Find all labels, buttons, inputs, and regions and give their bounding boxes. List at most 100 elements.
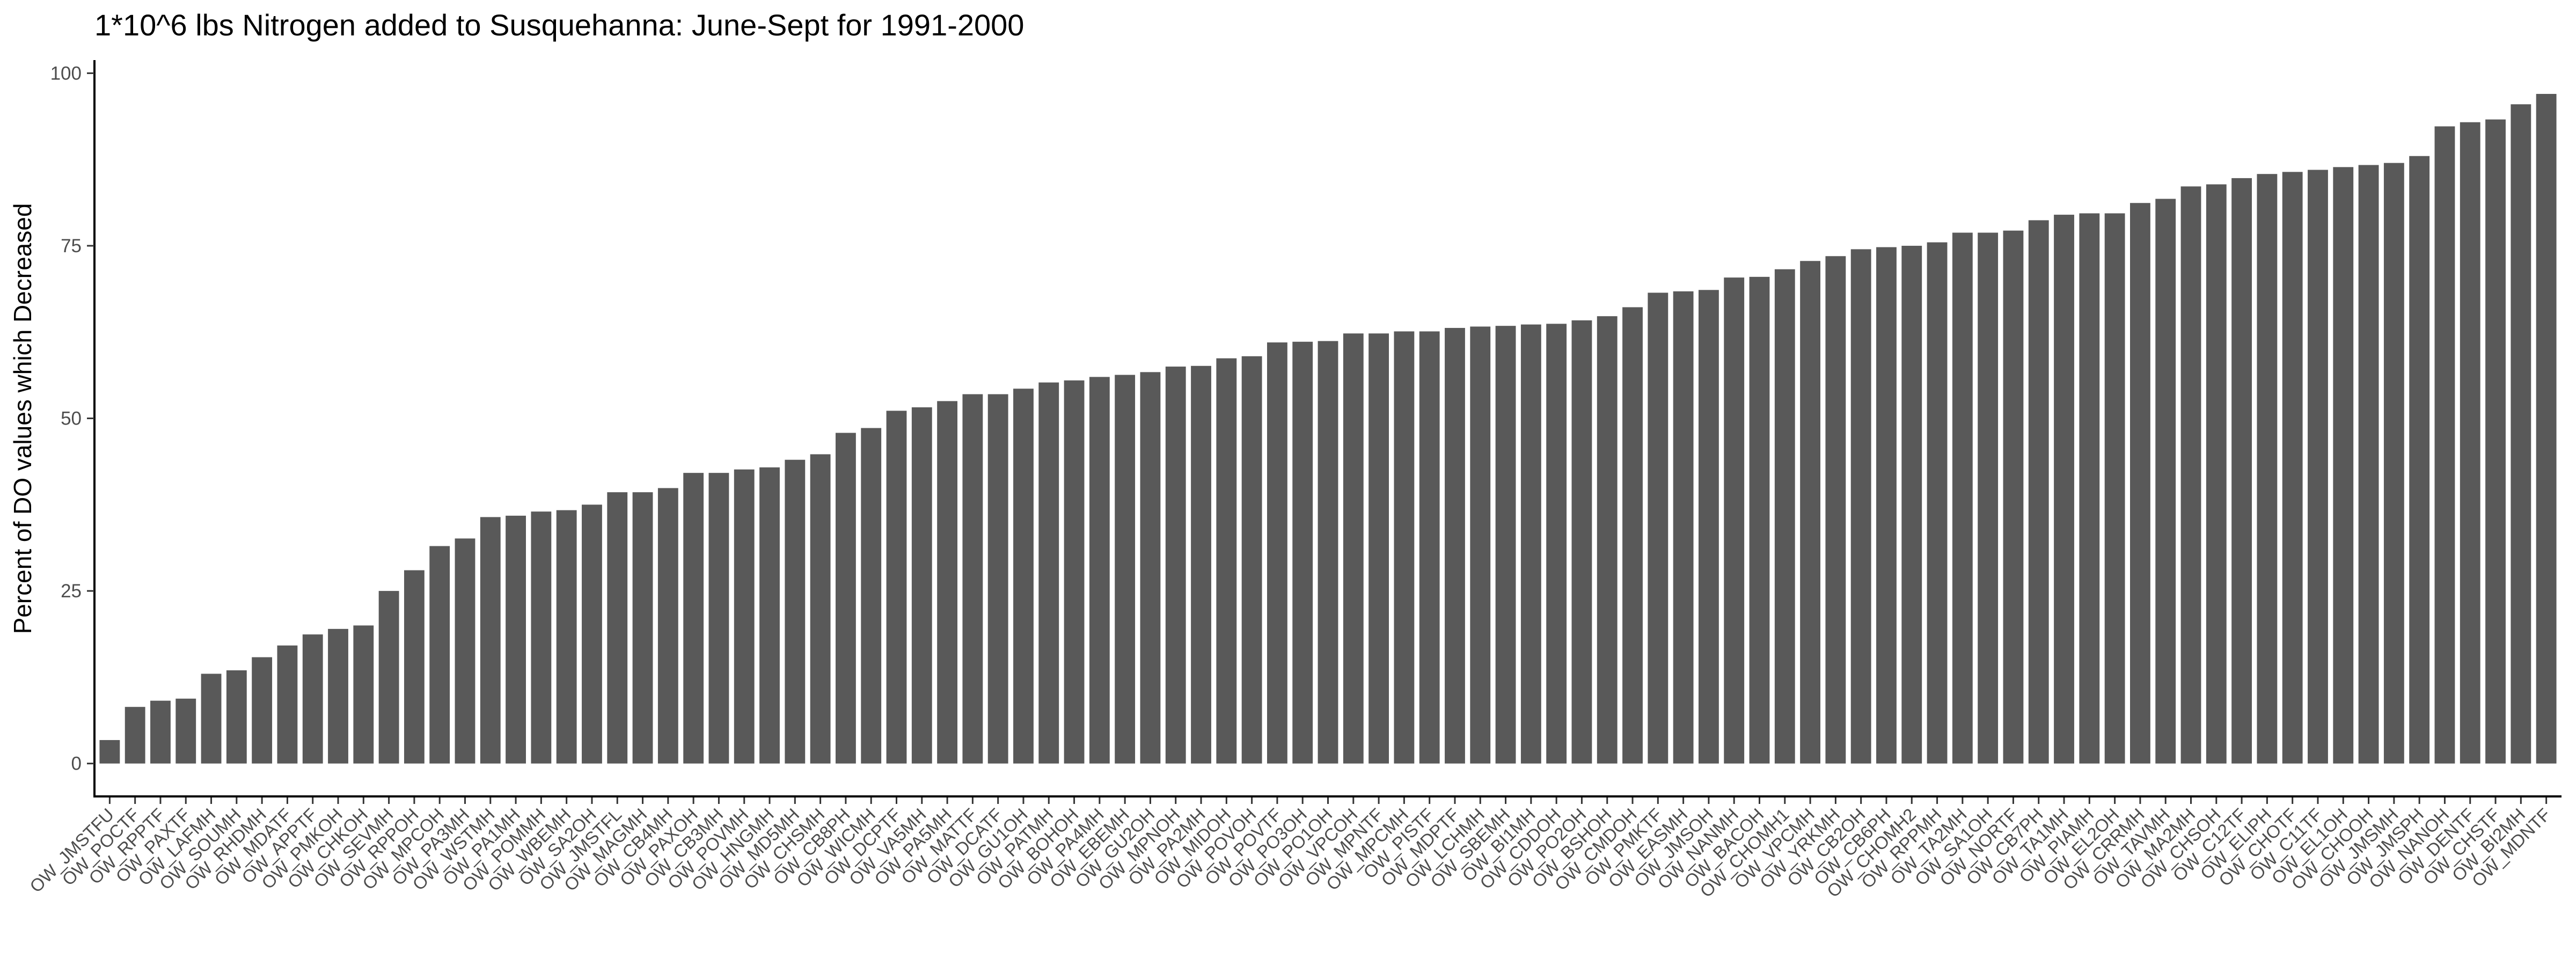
bar-OW_RPPOH xyxy=(404,570,425,764)
bar-OW_POVMH xyxy=(734,469,755,764)
x-axis: OW_JMSTFUOW_POCTFOW_RPPTFOW_PAXTFOW_LAFM… xyxy=(26,795,2562,901)
bar-OW_CHSMH xyxy=(810,454,831,764)
bar-OW_VA5MH xyxy=(911,407,932,764)
y-tick-label: 100 xyxy=(50,63,82,84)
bar-OW_CRRMH xyxy=(2129,203,2150,764)
bar-OW_MDNTF xyxy=(2536,93,2557,764)
bar-OW_PA1MH xyxy=(506,515,526,764)
bar-OW_PMKOH xyxy=(328,628,348,764)
bar-OW_GU1OH xyxy=(1013,389,1034,764)
bar-OW_EL2OH xyxy=(2104,213,2125,764)
bar-OW_CHSOH xyxy=(2206,184,2227,764)
bar-OW_BSHOH xyxy=(1597,316,1618,764)
bar-OW_POVTF xyxy=(1267,342,1287,764)
bar-OW_PA3MH xyxy=(455,538,475,764)
bar-OW_PO3OH xyxy=(1292,341,1313,764)
bar-OW_PA2MH xyxy=(1191,365,1211,764)
bar-OW_BACOH xyxy=(1749,276,1770,764)
bar-OW_MPCMH xyxy=(1394,331,1415,764)
bar-OW_CB7PH xyxy=(2028,220,2049,764)
bar-OW_TA2MH xyxy=(1952,232,1973,764)
bar-OW_JMSPH xyxy=(2409,156,2430,764)
bar-OW_PATMH xyxy=(1038,382,1059,764)
bar-OW_EBEMH xyxy=(1115,375,1136,764)
bar-OW_C11TF xyxy=(2308,170,2328,764)
bar-OW_POVOH xyxy=(1241,356,1262,764)
bar-OW_WICMH xyxy=(861,428,882,764)
bar-OW_DCATF xyxy=(987,394,1008,764)
bar-OW_CHOMH1 xyxy=(1774,269,1795,764)
bar-OW_CB8PH xyxy=(835,433,856,764)
bar-OW_CHOTF xyxy=(2282,172,2303,764)
bar-OW_MA2MH xyxy=(2180,186,2201,764)
bar-OW_POCTF xyxy=(125,707,145,764)
bar-OW_PO1OH xyxy=(1318,341,1338,764)
bar-OW_MDPTF xyxy=(1445,328,1465,764)
y-axis: 0 25 50 75 100 xyxy=(50,60,96,797)
bar-OW_APPTF xyxy=(302,634,323,764)
bar-OW_PO2OH xyxy=(1571,320,1592,764)
bar-OW_EASMH xyxy=(1673,291,1694,764)
bar-OW_MAGMH xyxy=(632,492,653,764)
bar-OW_CHKOH xyxy=(353,625,374,764)
y-axis-title: Percent of DO values which Decreased xyxy=(9,203,36,634)
y-tick-label: 50 xyxy=(61,408,82,429)
chart-title: 1*10^6 lbs Nitrogen added to Susquehanna… xyxy=(94,8,1024,42)
bar-OW_VPCOH xyxy=(1343,333,1364,764)
bar-OW_PA4MH xyxy=(1089,377,1110,764)
bar-OW_RPPMH xyxy=(1927,242,1948,764)
bar-OW_CB3MH xyxy=(708,473,729,764)
bar-OW_PMKTF xyxy=(1648,292,1668,764)
bar-OW_CB4MH xyxy=(657,488,678,764)
bar-OW_SOUMH xyxy=(226,670,247,764)
bar-OW_LAFMH xyxy=(201,674,222,764)
bar-OW_PIAMH xyxy=(2079,213,2100,764)
bar-OW_RPPTF xyxy=(150,700,171,764)
bar-OW_MDATF xyxy=(277,645,298,764)
bar-OW_JMSTFL xyxy=(607,492,628,764)
bar-OW_NORTF xyxy=(2003,230,2024,764)
bar-OW_CHSTF xyxy=(2485,119,2506,764)
bar-OW_PISTF xyxy=(1419,331,1440,764)
bars-group xyxy=(99,93,2557,764)
bar-OW_VPCMH xyxy=(1800,261,1821,764)
bar-OW_MPNOH xyxy=(1165,367,1186,764)
bar-OW_SBEMH xyxy=(1495,326,1516,764)
bar-OW_WSTMH xyxy=(480,517,501,764)
bar-OW_CMDOH xyxy=(1622,307,1643,764)
y-tick-label: 75 xyxy=(61,236,82,257)
bar-OW_JMSTFU xyxy=(99,740,120,764)
bar-OW_LCHMH xyxy=(1470,326,1491,764)
bar-OW_POMMH xyxy=(531,511,552,764)
bar-OW_DENTF xyxy=(2460,122,2480,764)
bar-OW_WBEMH xyxy=(556,510,577,764)
bar-OW_JMSOH xyxy=(1698,290,1719,764)
y-tick-label: 0 xyxy=(71,753,82,774)
bar-OW_MIDOH xyxy=(1216,358,1237,764)
y-tick-label: 25 xyxy=(61,581,82,602)
bar-OW_CB6PH xyxy=(1876,247,1897,764)
bar-OW_CB2OH xyxy=(1850,249,1871,764)
bar-OW_SA1OH xyxy=(1978,232,1999,764)
bar-OW_BI2MH xyxy=(2511,104,2531,764)
bar-OW_PAXOH xyxy=(683,473,704,764)
bar-OW_MD5MH xyxy=(785,459,806,764)
bar-OW_MPCOH xyxy=(429,546,450,764)
bar-OW_DCPTF xyxy=(886,411,907,764)
bar-OW_GU2OH xyxy=(1140,372,1161,764)
bar-OW_TA1MH xyxy=(2054,215,2074,764)
bar-OW_MPNTF xyxy=(1368,333,1389,764)
bar-OW_ELIPH xyxy=(2257,174,2278,764)
bar-OW_EL1OH xyxy=(2333,167,2354,764)
bar-OW_CDDOH xyxy=(1546,324,1567,764)
bar-OW_RHDMH xyxy=(252,657,273,764)
bar-OW_PAXTF xyxy=(175,698,196,764)
bar-OW_C12TF xyxy=(2231,178,2252,764)
bar-OW_CHOMH2 xyxy=(1901,245,1922,764)
bar-OW_TAVMH xyxy=(2155,199,2176,764)
bar-OW_HNGMH xyxy=(759,467,780,764)
bar-OW_NANMH xyxy=(1724,277,1745,764)
bar-OW_PA5MH xyxy=(937,401,958,764)
bar-OW_YRKMH xyxy=(1825,256,1846,764)
